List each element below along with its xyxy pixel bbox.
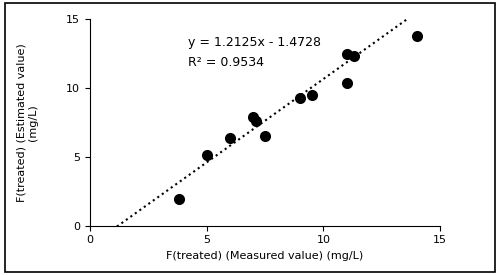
Point <box>412 34 420 38</box>
Point <box>250 115 258 119</box>
Point <box>174 197 182 202</box>
Point <box>350 54 358 59</box>
Text: F(treated) (Estimated value)
(mg/L): F(treated) (Estimated value) (mg/L) <box>16 43 38 202</box>
Point <box>342 80 350 85</box>
Point <box>342 51 350 56</box>
Point <box>252 119 260 123</box>
Text: R² = 0.9534: R² = 0.9534 <box>188 56 264 69</box>
X-axis label: F(treated) (Measured value) (mg/L): F(treated) (Measured value) (mg/L) <box>166 251 364 261</box>
Text: y = 1.2125x - 1.4728: y = 1.2125x - 1.4728 <box>188 36 321 49</box>
Point <box>226 135 234 140</box>
Point <box>261 134 269 138</box>
Point <box>308 93 316 97</box>
Point <box>202 153 210 158</box>
Point <box>296 95 304 100</box>
